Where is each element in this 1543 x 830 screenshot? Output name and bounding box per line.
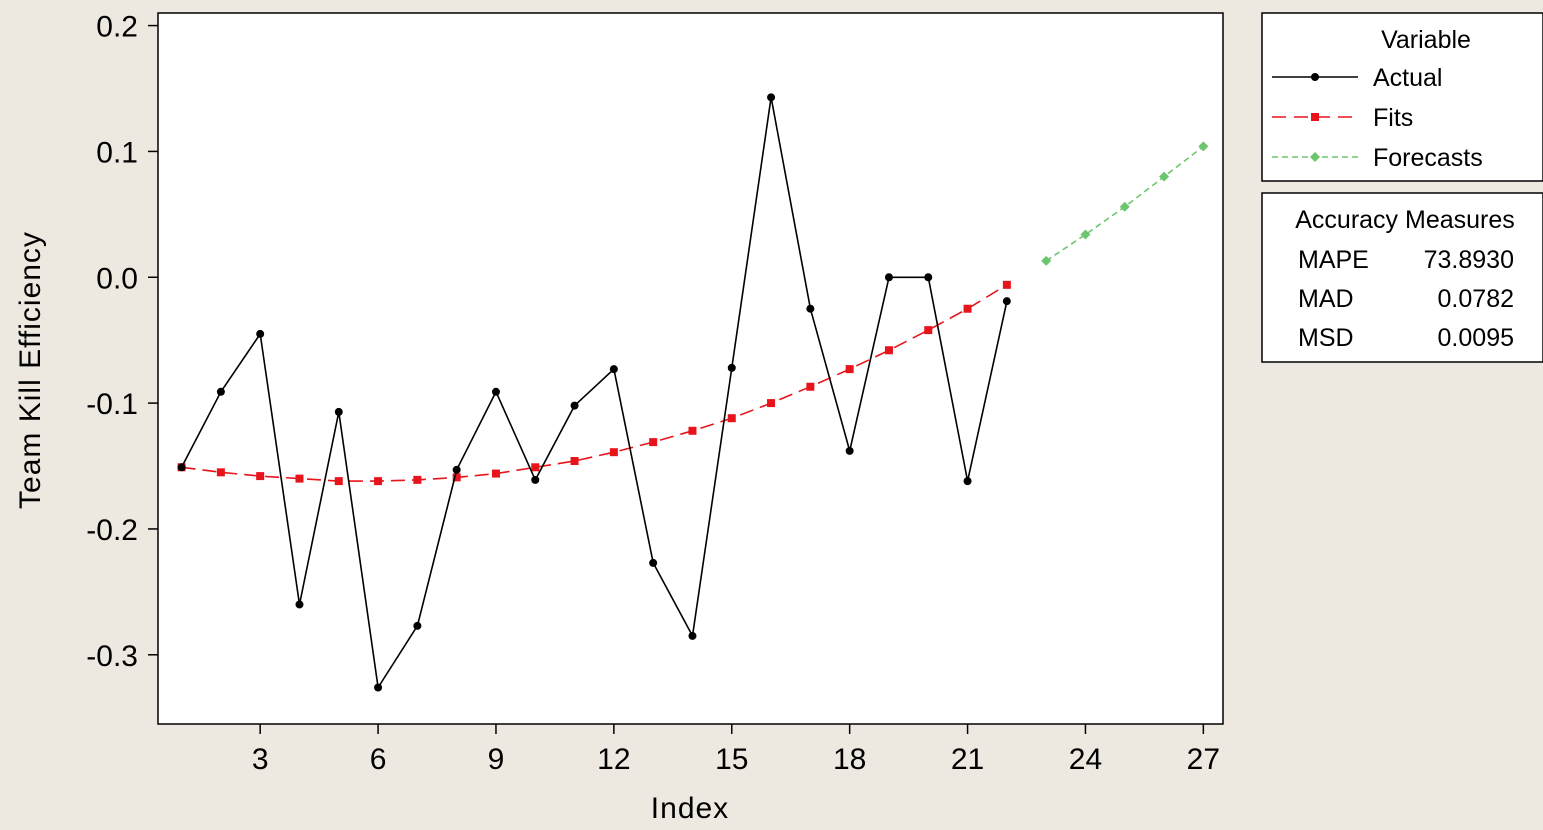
fits-point [924, 326, 933, 335]
fits-point [609, 448, 618, 457]
fits-point [767, 399, 776, 408]
legend-label-actual: Actual [1373, 64, 1442, 92]
msd-label: MSD [1298, 324, 1354, 352]
actual-point [216, 387, 225, 396]
actual-point [609, 365, 618, 374]
legend-marker-actual [1311, 73, 1319, 81]
forecasts-point [1198, 141, 1209, 152]
mad-value: 0.0782 [1438, 285, 1514, 313]
forecasts-point [1041, 255, 1052, 266]
accuracy-measures-box: Accuracy Measures MAPE 73.8930 MAD 0.078… [1261, 192, 1543, 363]
plot-area [157, 12, 1224, 725]
mape-label: MAPE [1298, 246, 1369, 274]
actual-point [806, 304, 815, 313]
legend-label-fits: Fits [1373, 104, 1413, 132]
fits-point [295, 474, 304, 483]
y-axis: 0.2 0.1 0.0 -0.1 -0.2 -0.3 [86, 11, 158, 673]
fits-point [845, 365, 854, 374]
fits-point [884, 346, 893, 355]
legend-box [1261, 12, 1543, 182]
actual-point [767, 93, 776, 102]
legend-title: Variable [1381, 26, 1471, 54]
actual-point [374, 683, 383, 692]
series-layer [177, 93, 1209, 692]
mape-value: 73.8930 [1424, 246, 1514, 274]
actual-point [688, 631, 697, 640]
fits-point [1002, 280, 1011, 289]
fits-point [413, 475, 422, 484]
accuracy-title: Accuracy Measures [1295, 206, 1515, 234]
forecasts-point [1080, 229, 1091, 240]
actual-point [884, 273, 893, 282]
actual-point [491, 387, 500, 396]
actual-point [924, 273, 933, 282]
x-tick-label: 6 [370, 743, 387, 776]
y-tick-label: -0.2 [86, 514, 138, 547]
fits-point [452, 473, 461, 482]
legend: Variable Actual Fits Forecasts [1261, 12, 1543, 182]
y-tick-label: 0.2 [96, 11, 138, 44]
y-tick-label: 0.0 [96, 262, 138, 295]
actual-point [256, 329, 265, 338]
series-fits [177, 280, 1011, 486]
fits-point [806, 382, 815, 391]
actual-point [1002, 297, 1011, 306]
mad-label: MAD [1298, 285, 1354, 313]
x-tick-label: 27 [1187, 743, 1220, 776]
actual-point [413, 621, 422, 630]
y-tick-label: -0.1 [86, 388, 138, 421]
fits-point [727, 414, 736, 423]
legend-label-forecasts: Forecasts [1373, 144, 1483, 172]
forecasts-point [1119, 201, 1130, 212]
x-axis: 3 6 9 12 15 18 21 24 27 [252, 724, 1220, 776]
legend-marker-fits [1311, 113, 1319, 121]
accuracy-box [1261, 192, 1543, 363]
fits-point [491, 469, 500, 478]
fits-point [256, 472, 265, 481]
actual-point [727, 363, 736, 372]
x-tick-label: 12 [597, 743, 630, 776]
x-tick-label: 9 [488, 743, 505, 776]
x-tick-label: 15 [715, 743, 748, 776]
actual-point [295, 600, 304, 609]
actual-point [334, 407, 343, 416]
actual-point [649, 558, 658, 567]
y-tick-label: 0.1 [96, 136, 138, 169]
fits-point [334, 477, 343, 486]
forecasts-point [1159, 171, 1170, 182]
fits-point [216, 468, 225, 477]
actual-point [570, 401, 579, 410]
x-tick-label: 18 [833, 743, 866, 776]
fits-point [531, 463, 540, 472]
fits-point [963, 304, 972, 313]
actual-line [180, 97, 1008, 690]
actual-point [452, 465, 461, 474]
x-tick-label: 24 [1069, 743, 1102, 776]
actual-point [963, 477, 972, 486]
fits-point [649, 438, 658, 447]
x-tick-label: 21 [951, 743, 984, 776]
x-axis-title: Index [651, 792, 729, 825]
y-axis-title: Team Kill Efficiency [14, 231, 47, 509]
legend-marker-forecasts [1310, 152, 1320, 162]
fits-point [688, 426, 697, 435]
msd-value: 0.0095 [1438, 324, 1514, 352]
actual-point [845, 446, 854, 455]
fits-line [181, 284, 1008, 482]
y-tick-label: -0.3 [86, 640, 138, 673]
actual-point [531, 475, 540, 484]
x-tick-label: 3 [252, 743, 269, 776]
fits-point [374, 477, 383, 486]
fits-point [570, 456, 579, 465]
series-forecasts [1041, 141, 1209, 266]
actual-point [177, 463, 186, 472]
series-actual [177, 93, 1011, 692]
